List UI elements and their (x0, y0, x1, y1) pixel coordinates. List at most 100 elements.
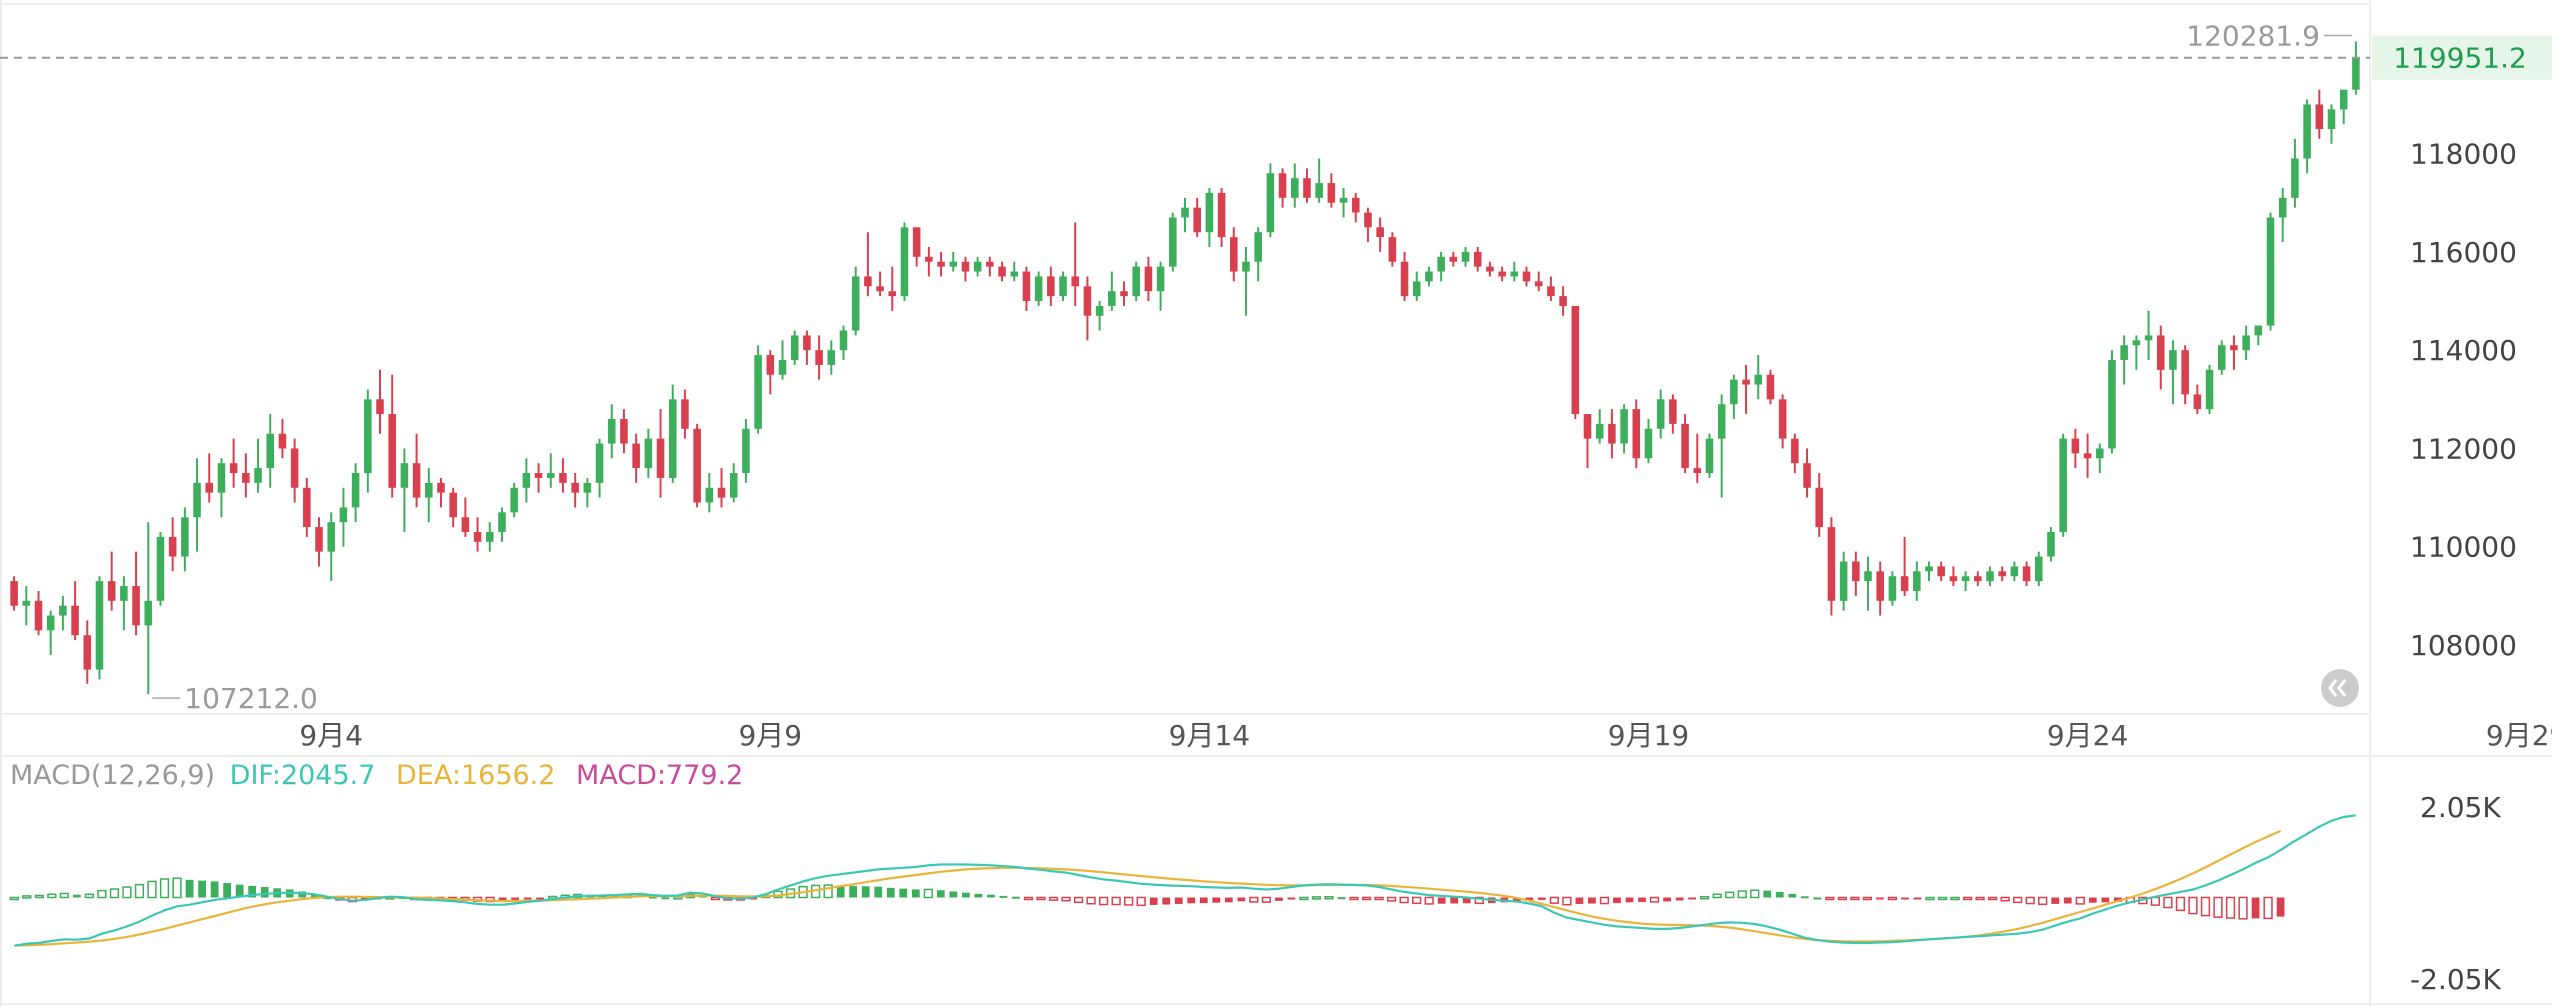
candle-down (1937, 566, 1945, 577)
macd-legend: MACD(12,26,9) DIF:2045.7 DEA:1656.2 MACD… (10, 760, 743, 791)
candle-down (1791, 438, 1799, 464)
macd-bar (2038, 896, 2048, 906)
candle-up (1864, 571, 1872, 582)
candle-down (1400, 261, 1409, 297)
macd-bar (1925, 896, 1935, 901)
macd-bar (936, 890, 945, 898)
macd-bar (1700, 895, 1710, 900)
candle-up (1010, 271, 1019, 277)
x-tick: 9月24 (2047, 719, 2128, 752)
candle-up (595, 443, 604, 483)
macd-bar (1813, 897, 1822, 900)
candle-up (2047, 532, 2055, 557)
candle-down (912, 227, 921, 257)
candle-up (2242, 335, 2250, 351)
macd-bar (47, 893, 57, 899)
candle-down (1559, 296, 1567, 306)
candle-down (876, 286, 884, 292)
macd-bar (710, 896, 721, 901)
candle-down (1742, 379, 1750, 385)
candle-down (925, 256, 933, 262)
candle-down (1364, 212, 1372, 228)
macd-bar (1613, 897, 1621, 904)
macd-bar (172, 877, 182, 899)
candle-up (1510, 271, 1519, 277)
macd-bar (949, 891, 958, 898)
macd-bar (2013, 896, 2023, 904)
candle-down (766, 355, 775, 375)
macd-bar (1850, 896, 1860, 901)
candle-up (973, 261, 982, 272)
macd-bar (1950, 896, 1960, 901)
candle-up (668, 399, 677, 478)
candle-up (1620, 409, 1628, 444)
macd-bar (648, 896, 657, 899)
candle-up (2278, 197, 2287, 218)
candle-up (1705, 438, 1714, 474)
candle-down (34, 600, 43, 631)
macd-bar (1224, 897, 1233, 903)
dea-line (14, 829, 2282, 947)
candle-up (485, 532, 494, 542)
candle-down (1278, 173, 1287, 198)
candle-up (2205, 369, 2214, 410)
y-tick: 2.05K (2420, 791, 2501, 824)
macd-bar (2238, 896, 2248, 920)
candle-down (2022, 566, 2031, 582)
macd-bar (1399, 896, 1409, 904)
macd-bar (1036, 896, 1046, 901)
candle-down (1827, 527, 1836, 601)
candle-up (729, 473, 738, 498)
candle-down (2315, 104, 2324, 130)
macd-bar (34, 894, 44, 899)
y-tick: 118000 (2410, 138, 2517, 171)
candle-down (1144, 266, 1153, 292)
candle-down (1876, 571, 1885, 601)
candle-down (2083, 453, 2092, 459)
macd-bar (899, 888, 908, 898)
candle-up (1205, 192, 1214, 233)
candle-up (2035, 556, 2043, 582)
macd-bar (1061, 896, 1071, 902)
macd-bar (999, 895, 1008, 898)
candle-up (1437, 256, 1445, 272)
macd-bar (823, 884, 833, 899)
scroll-back-button[interactable] (2321, 669, 2359, 707)
candle-down (864, 276, 872, 287)
dif-value: DIF:2045.7 (230, 760, 376, 791)
candle-up (1888, 576, 1897, 601)
macd-bar (1311, 896, 1322, 900)
macd-bar (1775, 891, 1784, 898)
macd-bar (2063, 897, 2072, 904)
macd-bar (1962, 896, 1973, 901)
candle-down (534, 473, 543, 478)
candle-up (1169, 217, 1177, 267)
macd-bar (498, 897, 507, 902)
macd-bar (1424, 896, 1434, 905)
candle-up (1108, 291, 1116, 306)
candle-down (437, 482, 445, 493)
candlestick-series (10, 41, 2360, 695)
macd-bar (2251, 897, 2260, 919)
macd-bar (1937, 896, 1948, 901)
macd-bar (1876, 897, 1884, 900)
candle-up (2339, 89, 2348, 110)
candle-up (778, 360, 787, 375)
candle-up (1242, 261, 1250, 272)
macd-bar (974, 893, 983, 898)
macd-bar (911, 889, 920, 898)
candle-down (290, 448, 299, 488)
candle-up (1913, 571, 1921, 591)
candle-up (1717, 404, 1726, 439)
candle-down (1486, 266, 1494, 272)
candle-up (2108, 360, 2116, 449)
macd-bar (248, 885, 257, 898)
candle-down (229, 463, 238, 474)
candle-down (559, 473, 567, 483)
candle-up (607, 418, 616, 444)
candle-down (1900, 576, 1909, 591)
candle-down (1669, 399, 1677, 424)
macd-bar (1638, 897, 1646, 902)
candle-up (2010, 566, 2019, 577)
